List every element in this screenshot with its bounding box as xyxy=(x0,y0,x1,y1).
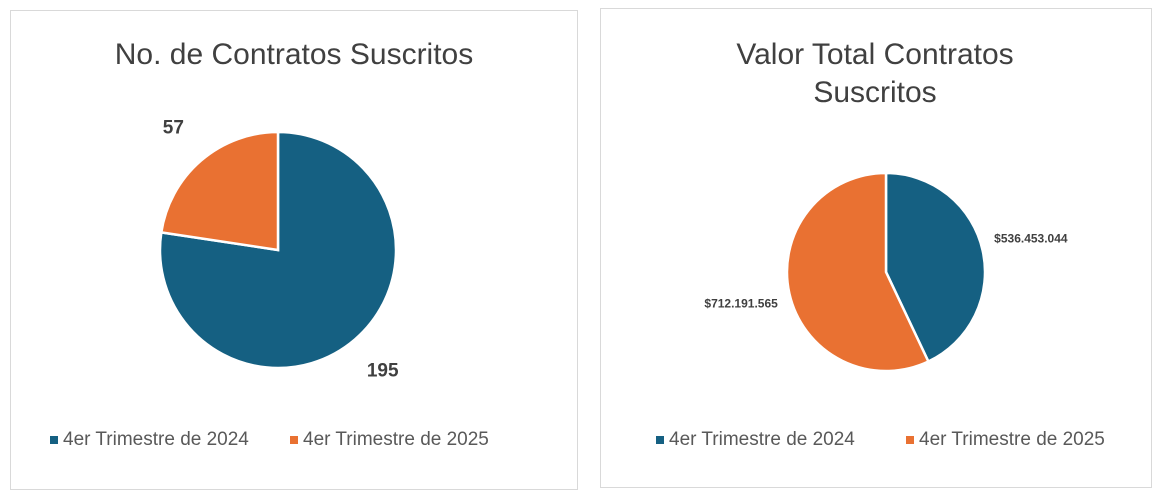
data-label: $536.453.044 xyxy=(994,232,1068,246)
legend-swatch xyxy=(290,436,298,444)
page: {"chart_data": [ {"type": "pie", "title"… xyxy=(10,8,1152,490)
legend-label: 4er Trimestre de 2025 xyxy=(919,429,1105,450)
chart-title: No. de Contratos Suscritos xyxy=(114,38,474,71)
data-label: 195 xyxy=(367,361,399,382)
legend-label: 4er Trimestre de 2024 xyxy=(669,429,855,450)
pie-slice xyxy=(159,130,280,252)
pie-slice xyxy=(158,130,398,370)
charts: 195 57 4er Trimestre de 2024 4er Trimestre … xyxy=(50,117,1105,450)
pie-slice xyxy=(785,171,931,373)
chart-title: Valor Total Contratos Suscritos xyxy=(736,38,1014,109)
legend-swatch xyxy=(50,436,58,444)
legend-swatch xyxy=(656,436,664,444)
legend-swatch xyxy=(906,436,914,444)
legend-label: 4er Trimestre de 2025 xyxy=(303,429,489,450)
data-label: $712.191.565 xyxy=(704,297,778,311)
data-label: 57 xyxy=(163,117,184,138)
legend-label: 4er Trimestre de 2024 xyxy=(63,429,249,450)
pie-slice xyxy=(884,171,987,364)
